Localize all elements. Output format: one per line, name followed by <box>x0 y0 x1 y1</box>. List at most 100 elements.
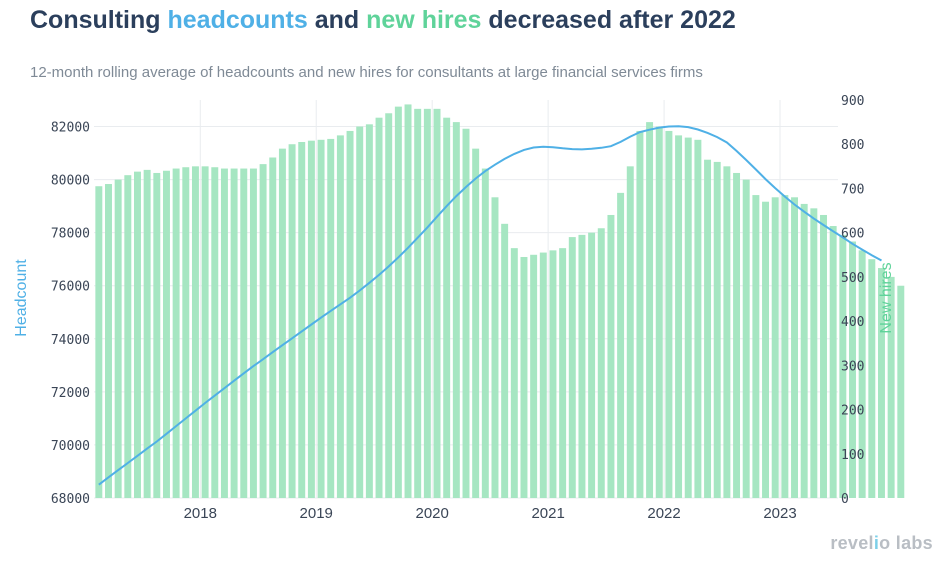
left-tick-label: 68000 <box>51 492 90 507</box>
new-hires-bar <box>288 144 296 498</box>
new-hires-bar <box>530 254 538 498</box>
new-hires-bar <box>568 237 576 499</box>
left-tick-label: 78000 <box>51 227 90 242</box>
new-hires-bar <box>733 172 741 498</box>
new-hires-bar <box>191 166 199 499</box>
new-hires-bar <box>172 168 180 499</box>
new-hires-bar <box>298 142 306 498</box>
new-hires-bar <box>124 175 132 498</box>
new-hires-bar <box>781 195 789 499</box>
chart-subtitle: 12-month rolling average of headcounts a… <box>30 64 703 81</box>
new-hires-bar <box>617 192 625 498</box>
new-hires-bar <box>134 171 141 498</box>
new-hires-bar <box>501 223 509 499</box>
new-hires-bar <box>858 250 866 498</box>
new-hires-bar <box>452 122 460 498</box>
right-tick-label: 900 <box>841 94 864 109</box>
new-hires-bar <box>404 104 412 498</box>
new-hires-bar <box>375 117 383 498</box>
new-hires-bar <box>810 208 818 498</box>
new-hires-bar <box>443 117 451 498</box>
new-hires-bar <box>665 130 673 498</box>
new-hires-bar <box>539 252 547 498</box>
new-hires-bar <box>327 138 335 498</box>
left-y-axis: 68000 70000 72000 74000 76000 78000 80000 82000 <box>51 121 90 507</box>
right-tick-label: 800 <box>841 138 864 153</box>
new-hires-bar <box>365 124 373 499</box>
x-tick-label: 2021 <box>531 505 564 522</box>
new-hires-bars <box>95 104 905 499</box>
left-tick-label: 72000 <box>51 386 90 401</box>
right-tick-label: 400 <box>841 315 864 330</box>
new-hires-bar <box>800 203 808 498</box>
new-hires-bar <box>201 166 209 499</box>
new-hires-bar <box>897 285 905 498</box>
revelio-labs-logo: revelio labs <box>830 533 933 553</box>
new-hires-bar <box>269 157 277 498</box>
new-hires-bar <box>839 234 847 498</box>
new-hires-bar <box>317 139 325 499</box>
new-hires-bar <box>887 276 895 498</box>
new-hires-bar <box>95 186 103 498</box>
new-hires-bar <box>636 130 644 498</box>
new-hires-bar <box>394 106 402 498</box>
left-tick-label: 80000 <box>51 174 90 189</box>
left-axis-label: Headcount <box>13 259 30 337</box>
title-new-hires: new hires <box>366 6 482 34</box>
new-hires-bar <box>211 167 219 498</box>
new-hires-bar <box>626 166 634 499</box>
new-hires-bar <box>385 113 393 499</box>
new-hires-bar <box>878 268 885 498</box>
new-hires-bar <box>481 168 489 499</box>
right-tick-label: 600 <box>841 227 864 242</box>
new-hires-bar <box>336 135 344 498</box>
new-hires-bar <box>414 108 422 498</box>
right-tick-label: 500 <box>841 271 864 286</box>
new-hires-bar <box>510 248 518 498</box>
new-hires-bar <box>278 148 286 498</box>
new-hires-bar <box>791 197 798 499</box>
title-headcounts: headcounts <box>167 6 308 34</box>
new-hires-bar <box>655 126 663 499</box>
new-hires-bar <box>143 169 151 499</box>
new-hires-bar <box>559 248 567 498</box>
new-hires-bar <box>771 197 779 499</box>
new-hires-bar <box>249 168 257 499</box>
x-tick-label: 2023 <box>763 505 796 522</box>
left-tick-label: 76000 <box>51 280 90 295</box>
new-hires-bar <box>713 161 721 498</box>
new-hires-bar <box>230 168 238 499</box>
left-tick-label: 82000 <box>51 121 90 136</box>
new-hires-bar <box>723 166 731 499</box>
new-hires-bar <box>346 130 354 498</box>
left-tick-label: 70000 <box>51 439 90 454</box>
new-hires-bar <box>182 167 190 498</box>
x-axis: 2018 2019 2020 2021 2022 2023 <box>184 505 797 522</box>
new-hires-bar <box>694 139 702 499</box>
new-hires-bar <box>491 197 499 499</box>
new-hires-bar <box>433 108 441 498</box>
x-tick-label: 2019 <box>300 505 333 522</box>
new-hires-bar <box>220 168 228 499</box>
new-hires-bar <box>588 232 596 498</box>
headcounts-line <box>98 125 882 486</box>
new-hires-bar <box>114 179 122 498</box>
new-hires-bar <box>578 234 586 498</box>
new-hires-bar <box>849 241 856 498</box>
new-hires-bar <box>240 168 248 499</box>
x-tick-label: 2022 <box>647 505 680 522</box>
new-hires-bar <box>472 148 480 498</box>
new-hires-bar <box>684 137 692 499</box>
new-hires-bar <box>607 214 615 498</box>
chart-title: Consulting headcounts and new hires decr… <box>30 6 736 34</box>
left-tick-label: 74000 <box>51 333 90 348</box>
right-axis-label: New hires <box>878 262 895 333</box>
x-tick-label: 2020 <box>415 505 448 522</box>
right-tick-label: 700 <box>841 182 864 197</box>
new-hires-bar <box>549 250 557 498</box>
new-hires-bar <box>105 184 112 498</box>
new-hires-bar <box>829 226 837 499</box>
new-hires-bar <box>356 126 364 499</box>
new-hires-bar <box>762 201 770 498</box>
